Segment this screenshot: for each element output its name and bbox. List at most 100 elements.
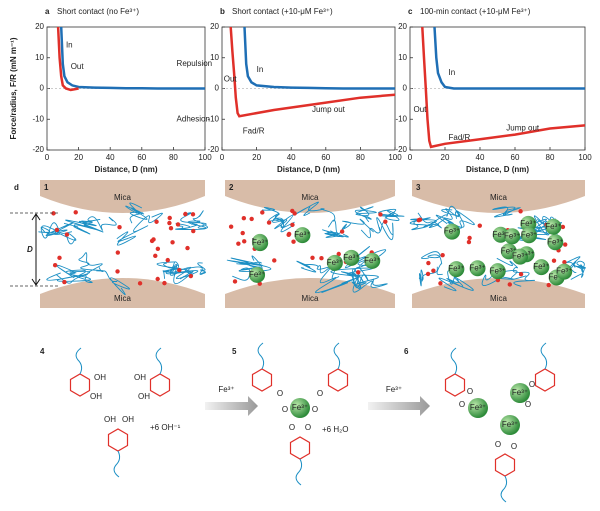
- polymer: [492, 206, 521, 218]
- polymer: [354, 206, 377, 223]
- catechol-dot: [54, 227, 60, 233]
- polymer: [570, 260, 586, 280]
- ion-label: Fe³⁺: [512, 388, 528, 397]
- polymer: [296, 260, 340, 280]
- catechol-dot: [560, 224, 566, 230]
- polymer: [125, 202, 148, 224]
- annotation: Repulsion: [177, 59, 213, 68]
- ion-label: Fe³⁺: [501, 246, 517, 255]
- catechol-dot: [290, 222, 295, 228]
- catechol-dot: [167, 220, 172, 226]
- catechol-dot: [241, 216, 247, 221]
- oh-label: OH: [138, 392, 150, 401]
- y-tick-label: -10: [207, 114, 219, 123]
- x-tick-label: 80: [546, 153, 555, 162]
- x-tick-label: 0: [220, 153, 225, 162]
- benzene-ring: [69, 373, 91, 397]
- panel-number: 3: [416, 183, 421, 192]
- tail: [155, 347, 163, 375]
- panel-letter: a: [45, 7, 50, 16]
- catechol-dot: [339, 229, 345, 234]
- ion-label: Fe³⁺: [490, 266, 506, 275]
- catechol-dot: [177, 267, 182, 273]
- catechol-dot: [291, 239, 296, 244]
- chart-title: Short contact (no Fe³⁺): [57, 7, 139, 16]
- x-tick-label: 0: [408, 153, 413, 162]
- polymer: [435, 209, 475, 229]
- y-tick-label: 0: [403, 84, 408, 93]
- catechol-dot: [188, 273, 194, 279]
- catechol-dot: [115, 269, 120, 274]
- benzene-ring: [289, 436, 311, 460]
- ion: [448, 261, 465, 278]
- mica-bottom: [225, 278, 395, 308]
- catechol-dot: [151, 237, 156, 242]
- panel-number: 4: [40, 347, 45, 356]
- annotation: Adhesion: [177, 114, 210, 123]
- y-tick-label: 10: [35, 53, 44, 62]
- catechol-dot: [425, 271, 431, 277]
- ion: [364, 252, 381, 269]
- catechol-dot: [426, 260, 431, 266]
- reagent-label: Fe³⁺: [218, 385, 234, 394]
- catechol-dot: [416, 218, 421, 223]
- oh-label: OH: [90, 392, 102, 401]
- y-tick-label: 20: [398, 22, 407, 31]
- distance-arrow: [31, 213, 41, 286]
- catechol-dot: [467, 235, 472, 241]
- o-label: O: [467, 387, 473, 396]
- benzene-ring: [494, 453, 516, 477]
- reaction-arrow: [205, 396, 258, 416]
- polymer: [261, 207, 285, 228]
- catechol-dot: [170, 240, 175, 245]
- catechol-dot: [62, 279, 67, 285]
- catechol-dot: [260, 210, 265, 215]
- catechol-dot: [249, 216, 254, 222]
- polymer: [165, 264, 199, 280]
- ion: [249, 266, 266, 283]
- ion-label: Fe³⁺: [294, 230, 310, 239]
- o-label: O: [525, 400, 531, 409]
- ion: [252, 235, 269, 252]
- polymer: [78, 252, 104, 273]
- ion-label: Fe³⁺: [343, 253, 359, 262]
- catechol-dot: [507, 282, 512, 287]
- x-tick-label: 100: [388, 153, 402, 162]
- catechol-dot: [563, 242, 568, 247]
- y-tick-label: 10: [398, 53, 407, 62]
- reagent-label: Fe³⁺: [386, 385, 402, 394]
- o-label: O: [305, 423, 311, 432]
- mica-label: Mica: [302, 193, 319, 202]
- ion: [469, 260, 486, 277]
- oh-label: OH: [134, 373, 146, 382]
- catechol-dot: [319, 256, 324, 261]
- polymer: [268, 213, 295, 233]
- ion-label: Fe³⁺: [545, 222, 561, 231]
- benzene-ring: [107, 428, 129, 452]
- catechol-dot: [518, 209, 523, 214]
- catechol-dot: [228, 224, 234, 229]
- polymer: [40, 222, 77, 245]
- ion: [294, 227, 311, 244]
- polymer: [351, 267, 369, 290]
- mica-label: Mica: [490, 294, 507, 303]
- o-label: O: [495, 440, 501, 449]
- ion: [343, 249, 360, 266]
- polymer: [429, 205, 465, 228]
- catechol-dot: [551, 258, 557, 263]
- catechol-dot: [477, 223, 482, 228]
- series-line: [59, 27, 205, 90]
- distance-label: D: [27, 245, 33, 254]
- o-label: O: [277, 389, 283, 398]
- panel-number: 6: [404, 347, 409, 356]
- series-line: [56, 27, 79, 92]
- x-tick-label: 40: [476, 153, 485, 162]
- series-line: [229, 27, 395, 118]
- ion-label: Fe³⁺: [520, 219, 536, 228]
- catechol-dot: [183, 211, 188, 217]
- series-line: [421, 27, 585, 149]
- panel-letter: c: [408, 7, 413, 16]
- mica-label: Mica: [114, 294, 131, 303]
- tail: [333, 342, 341, 370]
